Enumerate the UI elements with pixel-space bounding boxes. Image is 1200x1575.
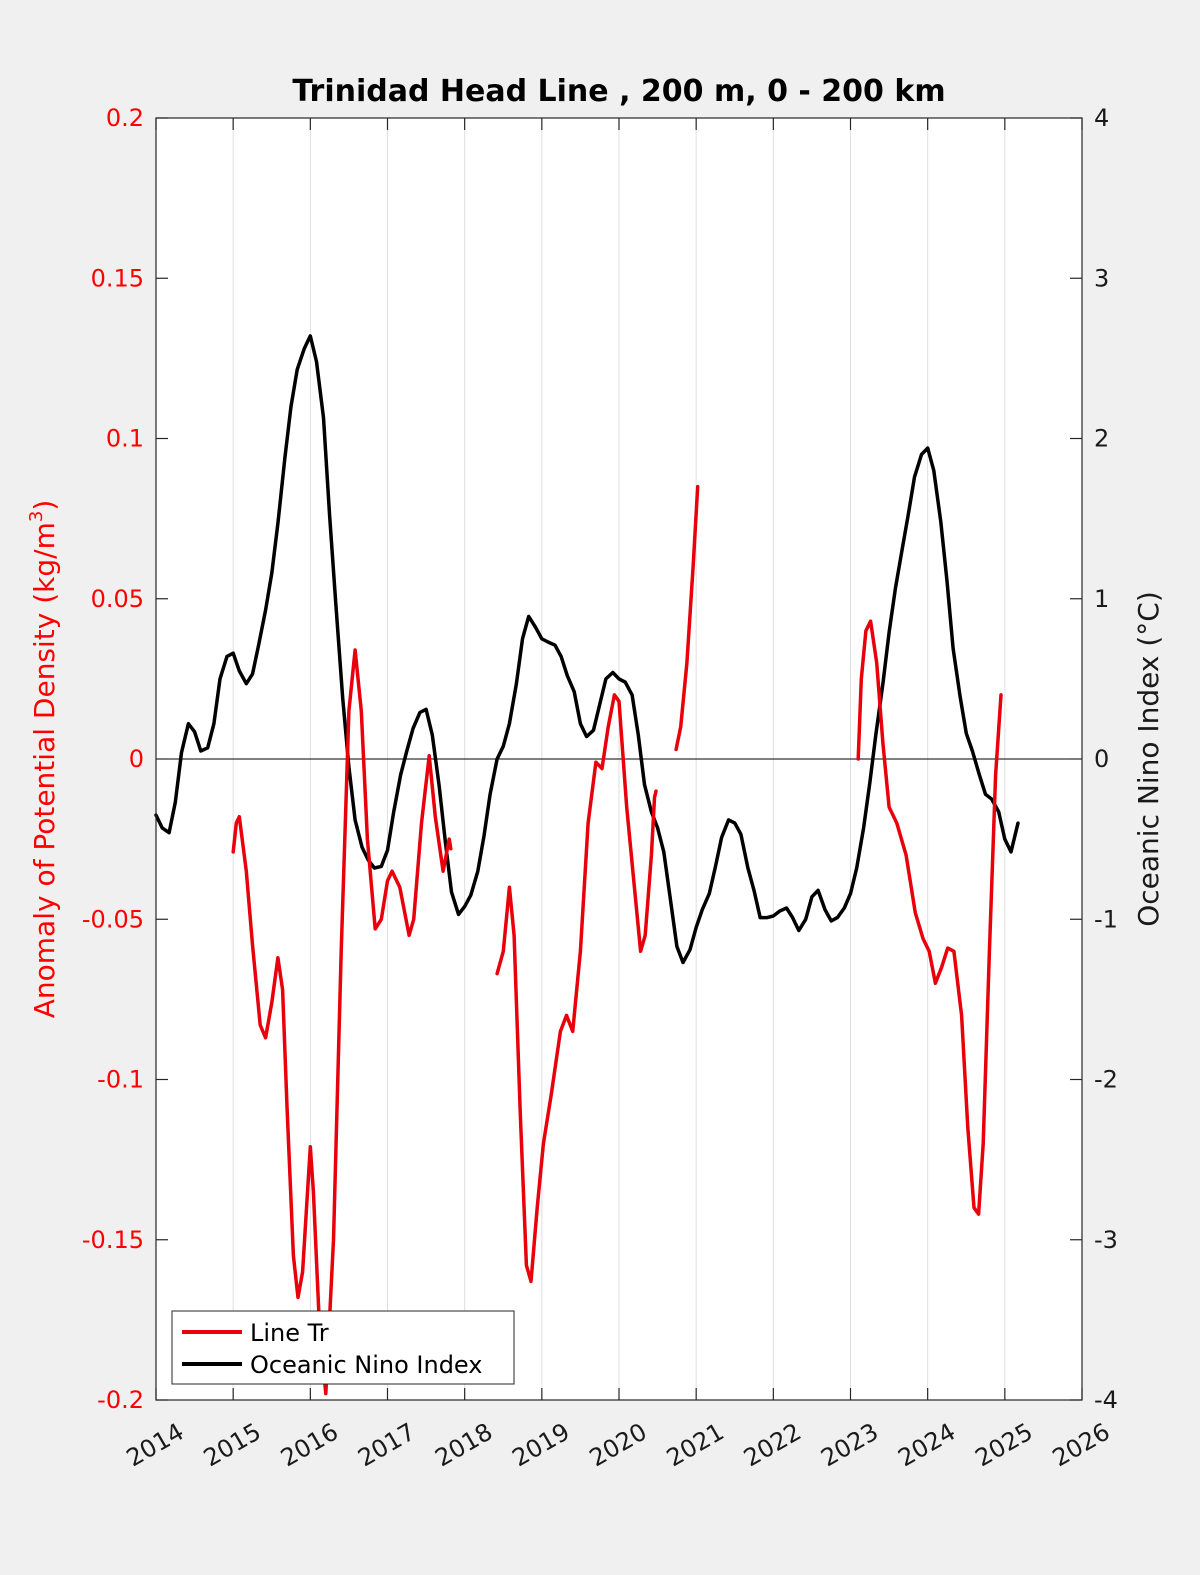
y-axis-label-right: Oceanic Nino Index (°C) <box>1132 591 1165 927</box>
x-tick-label: 2025 <box>971 1418 1038 1473</box>
y-right-tick-label: 0 <box>1094 745 1109 773</box>
y-right-tick-label: 4 <box>1094 104 1109 132</box>
y-right-tick-label: 3 <box>1094 264 1109 292</box>
y-right-tick-label: 1 <box>1094 585 1109 613</box>
legend-label-line-tr: Line Tr <box>250 1319 329 1347</box>
y-right-tick-label: -4 <box>1094 1386 1118 1414</box>
legend: Line Tr Oceanic Nino Index <box>171 1310 515 1385</box>
y-axis-label-left: Anomaly of Potential Density (kg/m3) <box>26 500 61 1019</box>
y-right-tick-label: -2 <box>1094 1066 1118 1094</box>
chart-title: Trinidad Head Line , 200 m, 0 - 200 km <box>292 74 945 109</box>
x-tick-label: 2018 <box>430 1418 497 1473</box>
y-left-tick-label: -0.05 <box>82 905 144 933</box>
x-tick-label: 2023 <box>816 1418 883 1473</box>
y-left-tick-label: 0.05 <box>91 585 144 613</box>
y-left-tick-label: -0.1 <box>97 1066 144 1094</box>
x-tick-label: 2021 <box>662 1418 729 1473</box>
y-left-tick-label: 0.2 <box>106 104 144 132</box>
y-right-tick-label: -1 <box>1094 905 1118 933</box>
x-tick-label: 2015 <box>199 1418 266 1473</box>
legend-box <box>171 1310 515 1385</box>
line-tr-series-segment-1 <box>495 693 658 1284</box>
legend-label-oni: Oceanic Nino Index <box>250 1351 482 1379</box>
x-tick-label: 2017 <box>353 1418 420 1473</box>
x-tick-label: 2026 <box>1048 1418 1115 1473</box>
x-tick-label: 2020 <box>585 1418 652 1473</box>
x-tick-label: 2019 <box>508 1418 575 1473</box>
y-left-tick-label: 0 <box>129 745 144 773</box>
y-left-tick-label: 0.15 <box>91 264 144 292</box>
x-tick-label: 2016 <box>276 1418 343 1473</box>
y-left-tick-label: -0.2 <box>97 1386 144 1414</box>
y-right-tick-label: -3 <box>1094 1226 1118 1254</box>
y-right-tick-label: 2 <box>1094 425 1109 453</box>
y-left-tick-label: -0.15 <box>82 1226 144 1254</box>
line-tr-series-segment-0 <box>231 648 453 1396</box>
axis-ticks <box>155 117 1083 1401</box>
oni-series-segment-0 <box>154 334 1020 965</box>
line-tr-series-segment-3 <box>856 619 1003 1216</box>
y-left-tick-label: 0.1 <box>106 425 144 453</box>
x-tick-label: 2022 <box>739 1418 806 1473</box>
x-tick-label: 2014 <box>122 1418 189 1473</box>
line-tr-series-segment-2 <box>674 484 700 752</box>
series-layer <box>154 334 1020 1396</box>
x-tick-label: 2024 <box>893 1418 960 1473</box>
